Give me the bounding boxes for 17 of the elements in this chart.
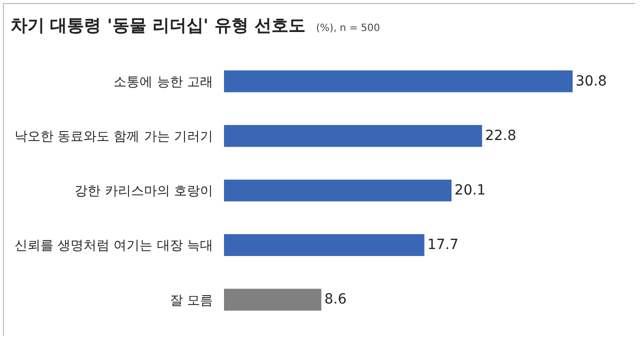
data-label: 17.7 — [427, 237, 459, 254]
bar — [224, 70, 573, 92]
data-label: 20.1 — [454, 182, 486, 198]
bar — [224, 234, 424, 256]
y-tick-label: 낙오한 동료와도 함께 가는 기러기 — [14, 129, 213, 144]
y-tick-label: 강한 카리스마의 호랑이 — [74, 184, 213, 200]
data-label: 22.8 — [485, 128, 516, 144]
y-tick-label: 신뢰를 생명처럼 여기는 대장 늑대 — [14, 238, 213, 254]
chart-title: 차기 대통령 '동물 리더십' 유형 선호도 — [10, 16, 306, 36]
chart-subtitle: (%), n = 500 — [316, 22, 380, 34]
data-label: 8.6 — [324, 292, 347, 308]
data-label: 30.8 — [576, 73, 607, 90]
bar — [224, 288, 322, 311]
bar — [224, 180, 452, 202]
bar — [224, 124, 482, 147]
y-tick-label: 소통에 능한 고래 — [114, 74, 213, 90]
y-tick-label: 잘 모름 — [170, 293, 213, 308]
